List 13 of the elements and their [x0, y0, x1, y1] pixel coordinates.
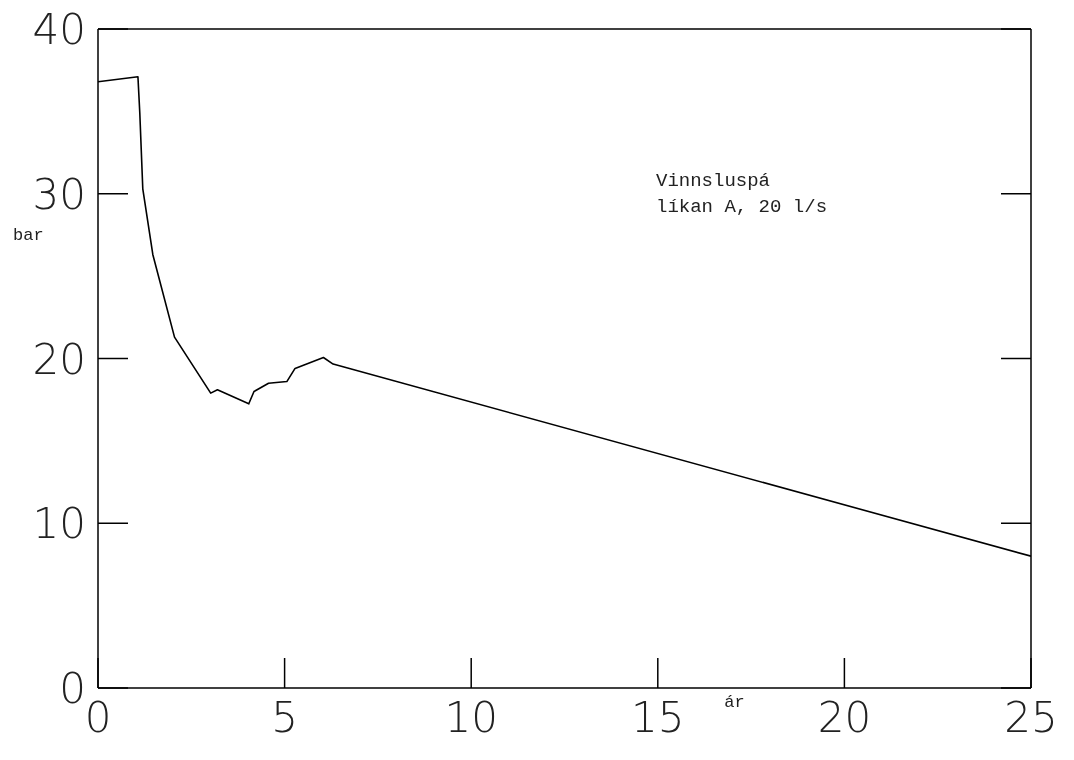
- annotation: líkan A, 20 l/s: [656, 195, 828, 220]
- x-tick-label: 10: [444, 693, 498, 742]
- x-tick-label: 20: [817, 693, 872, 742]
- x-tick-label: 25: [1004, 693, 1058, 742]
- y-tick-label: 30: [32, 169, 86, 219]
- y-tick-label: 20: [32, 334, 86, 384]
- annotation: Vinnsluspá: [656, 169, 772, 194]
- x-tick-label: 15: [631, 693, 685, 742]
- x-tick-label: 5: [271, 693, 298, 742]
- y-tick-label: 10: [32, 499, 86, 549]
- x-axis-title: ár: [724, 693, 745, 713]
- y-tick-label: 40: [32, 5, 86, 54]
- y-axis-title: bar: [13, 225, 44, 245]
